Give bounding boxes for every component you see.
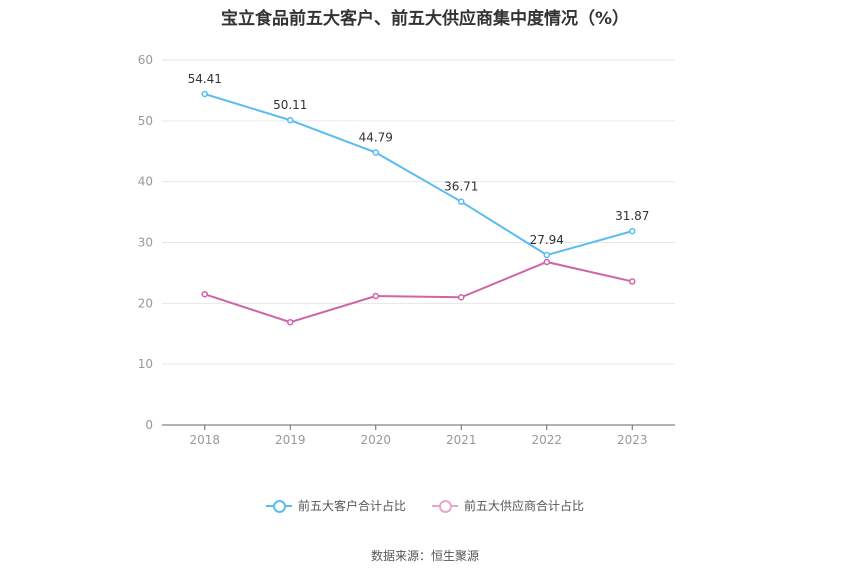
- data-point: [629, 227, 636, 235]
- legend-label-customers: 前五大客户合计占比: [297, 499, 406, 513]
- line-chart: 0 10 20 30 40 50 60 2018 2019 2020 2021 2022 2023 54.…: [138, 53, 675, 447]
- legend-marker-customers: [265, 499, 292, 513]
- y-tick-label: 40: [138, 175, 153, 189]
- data-label: 54.41: [188, 72, 222, 86]
- chart-title: 宝立食品前五大客户、前五大供应商集中度情况（%）: [220, 9, 630, 29]
- series-line-0: [204, 93, 633, 257]
- legend-item-customers[interactable]: 前五大客户合计占比: [265, 497, 406, 514]
- data-label: 27.94: [530, 233, 564, 247]
- data-source: 数据来源：恒生聚源: [370, 549, 479, 563]
- x-tick-label: 2019: [275, 433, 306, 447]
- y-tick-label: 60: [138, 53, 153, 67]
- x-tick-label: 2018: [189, 433, 220, 447]
- y-tick-label: 30: [138, 236, 153, 250]
- legend-item-suppliers[interactable]: 前五大供应商合计占比: [432, 497, 584, 514]
- data-point: [543, 251, 550, 259]
- data-point: [201, 290, 208, 298]
- data-point: [458, 198, 465, 205]
- y-tick-label: 20: [138, 296, 153, 310]
- data-point: [372, 292, 379, 300]
- y-tick-label: 50: [138, 114, 153, 128]
- data-point: [629, 278, 636, 285]
- x-tick-label: 2021: [446, 433, 477, 447]
- data-point: [372, 149, 379, 156]
- legend-label-suppliers: 前五大供应商合计占比: [464, 499, 585, 513]
- data-label: 44.79: [359, 131, 393, 145]
- data-point: [287, 116, 294, 124]
- series-line-1: [204, 260, 633, 324]
- data-label: 36.71: [444, 180, 478, 194]
- data-point: [201, 90, 208, 98]
- x-tick-label: 2023: [617, 433, 648, 447]
- chart-legend: 前五大客户合计占比 前五大供应商合计占比: [0, 497, 850, 514]
- x-tick-label: 2022: [531, 433, 562, 447]
- data-label: 50.11: [273, 98, 307, 112]
- y-tick-label: 10: [138, 357, 153, 371]
- data-point: [287, 318, 294, 326]
- x-tick-label: 2020: [360, 433, 391, 447]
- y-tick-label: 0: [145, 418, 153, 432]
- data-point: [543, 258, 550, 266]
- legend-marker-suppliers: [432, 499, 458, 513]
- data-point: [458, 294, 465, 301]
- data-label: 31.87: [615, 209, 649, 223]
